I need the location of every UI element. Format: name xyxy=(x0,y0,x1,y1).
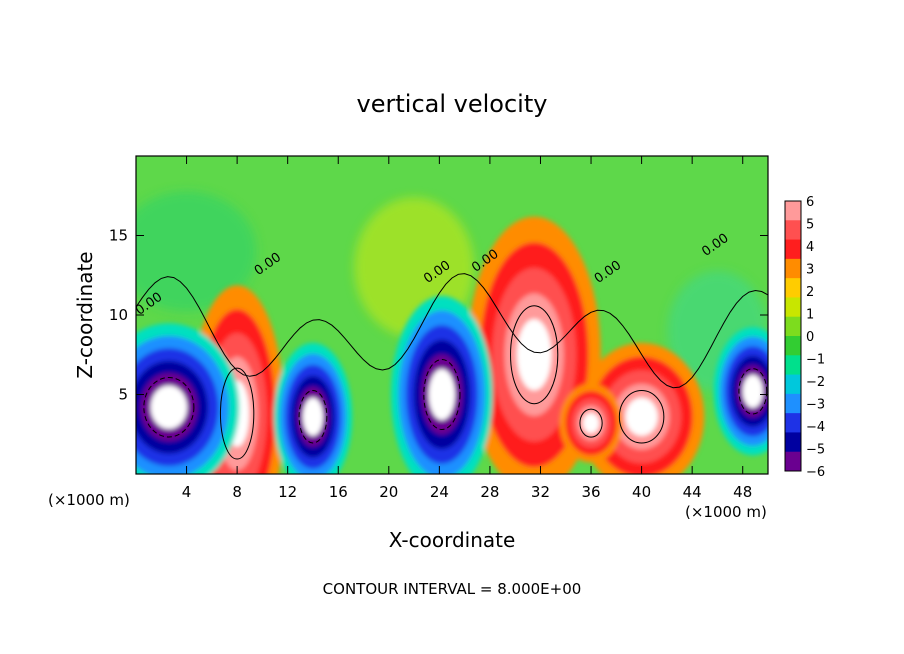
colorbar-swatch xyxy=(785,374,801,395)
contour-line xyxy=(618,390,665,444)
contour-line xyxy=(423,359,461,430)
velocity-field: 0.000.00 0.00 0.00 0.000.00 xyxy=(136,191,768,474)
colorbar-label: −4 xyxy=(806,420,825,435)
y-axis: 5 10 15 xyxy=(109,227,768,404)
colorbar-swatch xyxy=(785,336,801,356)
y-tick-label: 10 xyxy=(109,306,128,324)
contour-line xyxy=(219,367,255,460)
x-tick-label: 24 xyxy=(430,483,449,501)
contour-interval-note: CONTOUR INTERVAL = 8.000E+00 xyxy=(323,580,582,598)
contour-line xyxy=(298,390,328,444)
chart-title: vertical velocity xyxy=(357,90,548,118)
updraft-core-2 xyxy=(578,342,705,474)
colorbar-swatch xyxy=(785,201,801,221)
contour-line xyxy=(143,376,195,438)
x-tick-label: 40 xyxy=(632,483,651,501)
x-tick-label: 12 xyxy=(278,483,297,501)
colorbar-swatch xyxy=(785,239,801,260)
colorbar-label: 0 xyxy=(806,330,814,345)
x-tick-label: 36 xyxy=(581,483,600,501)
plot-area: 0.000.00 0.00 0.00 0.000.00 xyxy=(136,156,768,474)
downdraft-core-5 xyxy=(273,342,353,474)
colorbar-swatch xyxy=(785,393,801,414)
colorbar-label: −3 xyxy=(806,398,825,413)
updraft-core-1 xyxy=(467,216,601,474)
x-tick-label: 20 xyxy=(379,483,398,501)
x-tick-label: 4 xyxy=(182,483,192,501)
updraft-core-3 xyxy=(559,383,623,463)
colorbar-swatch xyxy=(785,297,801,318)
contour-line xyxy=(579,408,603,438)
y-axis-label: Z-coordinate xyxy=(73,251,97,378)
colorbar-label: 6 xyxy=(806,195,814,210)
zero-contour xyxy=(136,273,768,389)
weak-downdraft-area xyxy=(136,191,257,312)
y-tick-label: 5 xyxy=(118,386,128,404)
colorbar-swatch xyxy=(785,278,801,298)
downdraft-core-4 xyxy=(136,323,240,474)
x-unit-left: (×1000 m) xyxy=(48,491,130,509)
contour-line xyxy=(510,305,559,405)
contour-line xyxy=(738,368,768,415)
colorbar-label: −6 xyxy=(806,465,825,480)
colorbar-label: −2 xyxy=(806,375,825,390)
colorbar-label: −1 xyxy=(806,353,825,368)
colorbar-swatch xyxy=(785,258,801,279)
x-tick-label: 44 xyxy=(683,483,702,501)
colorbar-label: 1 xyxy=(806,308,814,323)
x-tick-label: 16 xyxy=(329,483,348,501)
downdraft-core-6 xyxy=(390,295,493,474)
colorbar-label: 4 xyxy=(806,240,814,255)
colorbar-label: 3 xyxy=(806,263,814,278)
x-tick-label: 8 xyxy=(232,483,242,501)
x-axis: 4 8 12 16 20 24 28 32 36 40 44 48 xyxy=(182,156,752,501)
x-tick-label: 48 xyxy=(733,483,752,501)
colorbar-label: 2 xyxy=(806,285,814,300)
downdraft-core-7 xyxy=(713,327,768,456)
colorbar-swatch xyxy=(785,316,801,337)
colorbar-swatch xyxy=(785,413,801,433)
colorbar-label: −5 xyxy=(806,443,825,458)
x-tick-label: 32 xyxy=(531,483,550,501)
colorbar-swatch xyxy=(785,451,801,472)
colorbar-swatch xyxy=(785,355,801,376)
colorbar-label: 5 xyxy=(806,218,814,233)
x-axis-label: X-coordinate xyxy=(389,528,516,552)
y-tick-label: 15 xyxy=(109,227,128,245)
colorbar: 6 5 4 3 2 1 0 −1 −2 −3 −4 −5 −6 xyxy=(784,195,825,480)
x-tick-label: 28 xyxy=(480,483,499,501)
colorbar-swatch xyxy=(785,432,801,453)
colorbar-frame xyxy=(784,200,802,472)
x-unit-right: (×1000 m) xyxy=(685,503,767,521)
colorbar-swatch xyxy=(785,220,801,241)
